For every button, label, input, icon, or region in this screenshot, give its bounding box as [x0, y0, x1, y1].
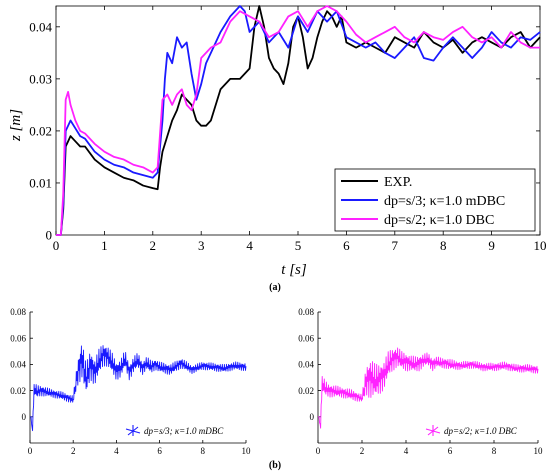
subchart-mdbc-legend-label: dp=s/3; κ=1.0 mDBC — [144, 426, 224, 436]
x-tick-label: 0 — [28, 446, 33, 456]
x-tick-label: 6 — [157, 446, 162, 456]
subchart-mdbc-ticks: 0 2 4 6 8 10 0 0.02 0.04 0.06 0.08 — [10, 307, 251, 456]
y-tick-label: 0.03 — [29, 71, 52, 86]
x-tick-label: 5 — [295, 238, 302, 253]
x-tick-label: 10 — [534, 446, 544, 456]
main-chart-ylabel: z [m] — [8, 109, 24, 142]
x-tick-label: 8 — [201, 446, 206, 456]
x-tick-label: 10 — [242, 446, 252, 456]
series-line-1-0 — [30, 345, 247, 432]
x-tick-label: 2 — [360, 446, 365, 456]
subchart-dbc-legend: dp=s/2; κ=1.0 DBC — [425, 425, 518, 436]
x-tick-label: 10 — [534, 238, 547, 253]
x-tick-label: 6 — [448, 446, 453, 456]
series-line-2-0 — [318, 347, 539, 429]
x-tick-label: 2 — [71, 446, 76, 456]
x-tick-label: 9 — [488, 238, 495, 253]
y-tick-label: 0.04 — [298, 360, 314, 370]
main-chart-series — [56, 5, 541, 236]
legend-label-mdbc: dp=s/3; κ=1.0 mDBC — [384, 194, 505, 209]
x-tick-label: 2 — [150, 238, 157, 253]
x-tick-label: 0 — [53, 238, 60, 253]
legend-label-dbc: dp=s/2; κ=1.0 DBC — [384, 213, 494, 228]
y-tick-label: 0 — [22, 412, 27, 422]
main-chart-legend: EXP. dp=s/3; κ=1.0 mDBC dp=s/2; κ=1.0 DB… — [334, 168, 536, 232]
main-chart-xlabel: t [s] — [281, 262, 307, 278]
subchart-dbc-ticks: 0 2 4 6 8 10 0 0.02 0.04 0.06 0.08 — [298, 307, 543, 456]
subchart-mdbc: 0 2 4 6 8 10 0 0.02 0.04 0.06 0.08 dp=s/3; κ=1.0 m… — [10, 307, 251, 456]
y-tick-label: 0.08 — [10, 307, 26, 317]
panel-label-a: (a) — [269, 282, 281, 293]
main-chart-ticks: 0 1 2 3 4 5 6 7 8 9 10 0 0.01 0.02 0.03 0.04 — [29, 6, 547, 253]
y-tick-label: 0 — [46, 228, 53, 243]
main-chart: 0 1 2 3 4 5 6 7 8 9 10 0 0.01 0.02 0.03 0.04 t [s] z [m… — [8, 5, 547, 293]
x-tick-label: 4 — [246, 238, 253, 253]
panel-label-b: (b) — [269, 460, 281, 471]
x-tick-label: 8 — [440, 238, 447, 253]
legend-marker-dbc — [425, 425, 441, 436]
y-tick-label: 0.02 — [29, 123, 52, 138]
y-tick-label: 0.08 — [298, 307, 314, 317]
y-tick-label: 0.04 — [10, 360, 26, 370]
x-tick-label: 3 — [198, 238, 205, 253]
series-line-0-1 — [56, 5, 541, 236]
subchart-mdbc-legend: dp=s/3; κ=1.0 mDBC — [125, 425, 224, 436]
subchart-mdbc-series — [30, 345, 247, 432]
y-tick-label: 0.06 — [10, 333, 26, 343]
y-tick-label: 0 — [310, 412, 315, 422]
x-tick-label: 4 — [114, 446, 119, 456]
x-tick-label: 1 — [101, 238, 108, 253]
y-tick-label: 0.04 — [29, 19, 52, 34]
subchart-dbc-series — [318, 347, 539, 429]
subchart-dbc: 0 2 4 6 8 10 0 0.02 0.04 0.06 0.08 dp=s/2; κ=1.0 D… — [298, 307, 543, 456]
x-tick-label: 0 — [316, 446, 321, 456]
y-tick-label: 0.02 — [298, 386, 314, 396]
x-tick-label: 4 — [404, 446, 409, 456]
legend-label-exp: EXP. — [384, 175, 412, 190]
x-tick-label: 6 — [343, 238, 350, 253]
subchart-dbc-legend-label: dp=s/2; κ=1.0 DBC — [444, 426, 518, 436]
series-line-0-2 — [56, 5, 540, 236]
y-tick-label: 0.02 — [10, 386, 26, 396]
legend-marker-mdbc — [125, 425, 141, 436]
x-tick-label: 7 — [392, 238, 399, 253]
y-tick-label: 0.01 — [29, 176, 52, 191]
y-tick-label: 0.06 — [298, 333, 314, 343]
x-tick-label: 8 — [492, 446, 497, 456]
